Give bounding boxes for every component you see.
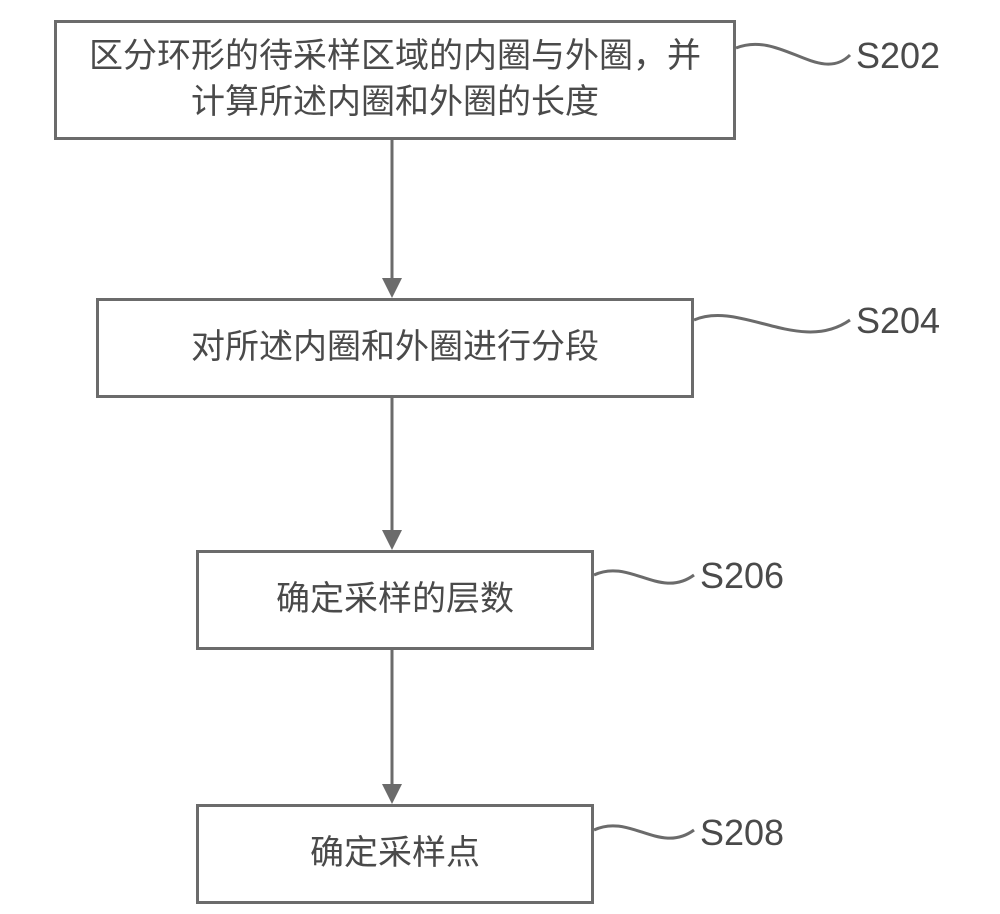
node-text: 确定采样点 [310, 831, 480, 877]
flowchart-node: 确定采样的层数 [196, 550, 594, 650]
flowchart-node: 区分环形的待采样区域的内圈与外圈，并 计算所述内圈和外圈的长度 [54, 20, 736, 140]
step-label: S206 [700, 555, 784, 597]
node-text: 区分环形的待采样区域的内圈与外圈，并 计算所述内圈和外圈的长度 [89, 34, 701, 126]
step-label: S202 [856, 35, 940, 77]
flowchart-node: 对所述内圈和外圈进行分段 [96, 298, 694, 398]
step-label: S208 [700, 812, 784, 854]
flowchart-node: 确定采样点 [196, 804, 594, 904]
flowchart-container: 区分环形的待采样区域的内圈与外圈，并 计算所述内圈和外圈的长度 S202 对所述… [0, 0, 1000, 914]
node-text: 确定采样的层数 [276, 577, 514, 623]
node-text: 对所述内圈和外圈进行分段 [191, 325, 599, 371]
step-label: S204 [856, 300, 940, 342]
